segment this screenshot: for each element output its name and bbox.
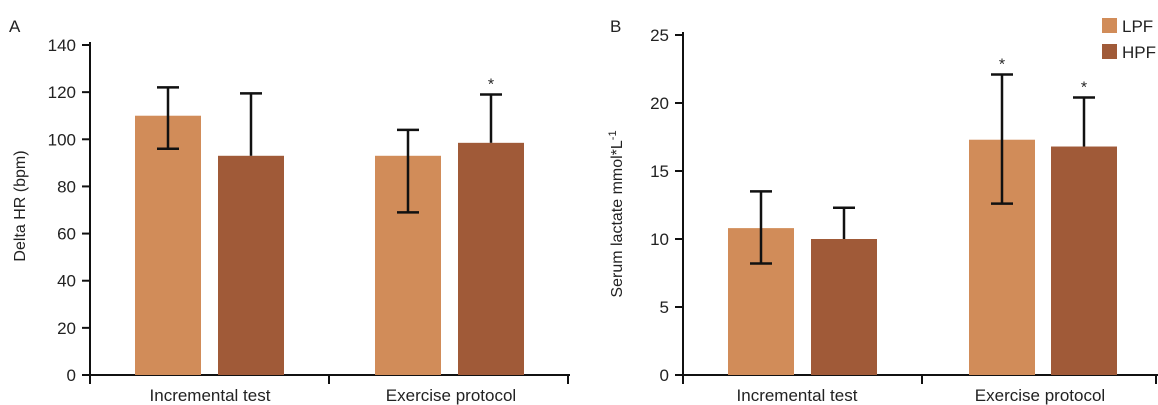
panel-a-y-tick-label-7: 140 [48,36,76,55]
panel-b-significance-marker-s0-c1: * [999,56,1005,73]
panel-b-bar-s1-c0 [811,239,877,375]
panel-a-y-tick-label-4: 80 [57,177,76,196]
panel-a-category-label-0: Incremental test [150,386,271,405]
panel-b-y-tick-label-1: 5 [660,298,669,317]
panel-a-y-axis-title: Delta HR (bpm) [12,150,29,261]
legend-swatch-lpf [1102,18,1117,33]
panel-b-category-label-1: Exercise protocol [975,386,1105,405]
panel-b-category-label-0: Incremental test [737,386,858,405]
panel-b-y-tick-label-0: 0 [660,366,669,385]
panel-a-y-tick-label-1: 20 [57,319,76,338]
panel-a-bar-s0-c0 [135,115,201,375]
legend-label-lpf: LPF [1122,17,1153,36]
legend-label-hpf: HPF [1122,43,1156,62]
panel-b-y-tick-label-3: 15 [650,162,669,181]
panel-b-y-tick-label-4: 20 [650,94,669,113]
panel-b-significance-marker-s1-c1: * [1081,80,1087,97]
panel-a: A Delta HR (bpm) 0 20 40 60 80 100 120 140 Incre… [9,17,570,405]
panel-a-letter: A [9,17,21,36]
panel-a-y-tick-label-0: 0 [67,366,76,385]
panel-b-y-axis-title: Serum lactate mmol*L-1 [607,130,626,297]
panel-b-y-tick-label-2: 10 [650,230,669,249]
panel-a-category-label-1: Exercise protocol [386,386,516,405]
panel-b-letter: B [610,17,621,36]
panel-a-y-tick-label-3: 60 [57,225,76,244]
panel-a-y-tick-label-6: 120 [48,83,76,102]
panel-b-y-tick-label-5: 25 [650,26,669,45]
legend: LPF HPF [1102,17,1156,62]
legend-swatch-hpf [1102,44,1117,59]
panel-a-bar-s1-c0 [218,155,284,375]
panel-a-significance-marker-s1-c1: * [488,77,494,94]
panel-a-bar-s1-c1 [458,142,524,375]
panel-b-bar-s1-c1 [1051,146,1117,375]
panel-a-y-tick-label-5: 100 [48,130,76,149]
panel-b: B Serum lactate mmol*L-1 0 5 10 15 20 25 Incre… [607,17,1158,405]
panel-a-y-tick-label-2: 40 [57,272,76,291]
